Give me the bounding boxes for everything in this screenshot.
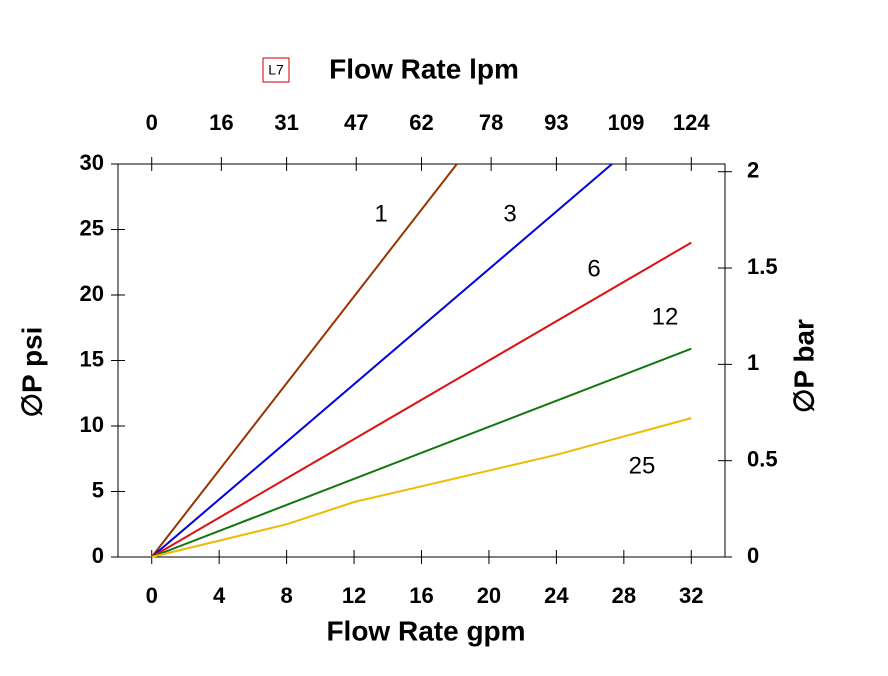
x2-tick-label: 124: [673, 110, 710, 135]
plot-frame: [117, 163, 726, 558]
x2-tick-label: 78: [479, 110, 503, 135]
y-tick-label: 30: [80, 150, 104, 175]
x2-tick-label: 93: [544, 110, 568, 135]
x-tick-label: 24: [544, 583, 569, 608]
y-tick-label: 10: [80, 412, 104, 437]
y2-tick-label: 0.5: [747, 446, 778, 471]
series-label: 3: [503, 200, 516, 227]
series-line: [151, 417, 692, 558]
x-tick-label: 12: [342, 583, 366, 608]
x-axis-title: Flow Rate gpm: [326, 615, 525, 646]
x2-tick-label: 0: [146, 110, 158, 135]
x2-tick-label: 16: [209, 110, 233, 135]
x2-axis-title: Flow Rate lpm: [329, 53, 519, 84]
tag: L7: [268, 62, 284, 78]
x-tick-label: 32: [679, 583, 703, 608]
series-label: 1: [374, 200, 387, 227]
y2-axis-title: ∅P bar: [788, 319, 819, 413]
y-tick-label: 20: [80, 281, 104, 306]
y2-tick-label: 2: [747, 158, 759, 183]
series-line: [151, 163, 613, 558]
x2-tick-label: 31: [274, 110, 298, 135]
y2-tick-label: 0: [747, 543, 759, 568]
x-tick-label: 0: [146, 583, 158, 608]
y2-tick-label: 1: [747, 350, 759, 375]
series-label: 12: [652, 303, 679, 330]
series-line: [150, 163, 458, 558]
x-tick-label: 28: [612, 583, 636, 608]
x2-tick-label: 47: [344, 110, 368, 135]
y-axis-title: ∅P psi: [16, 327, 47, 418]
series-line: [151, 241, 692, 558]
y2-tick-label: 1.5: [747, 254, 778, 279]
x2-tick-label: 109: [608, 110, 645, 135]
x2-tick-label: 62: [409, 110, 433, 135]
x-tick-label: 4: [213, 583, 226, 608]
tag-box: [262, 57, 290, 83]
series-label: 6: [587, 255, 600, 282]
series-label: 25: [629, 452, 656, 479]
y-tick-label: 25: [80, 215, 104, 240]
y-tick-label: 5: [92, 477, 104, 502]
y-tick-label: 15: [80, 346, 104, 371]
x-tick-label: 20: [477, 583, 501, 608]
series-line: [151, 347, 692, 558]
y-tick-label: 0: [92, 543, 104, 568]
x-tick-label: 16: [409, 583, 433, 608]
x-tick-label: 8: [280, 583, 292, 608]
